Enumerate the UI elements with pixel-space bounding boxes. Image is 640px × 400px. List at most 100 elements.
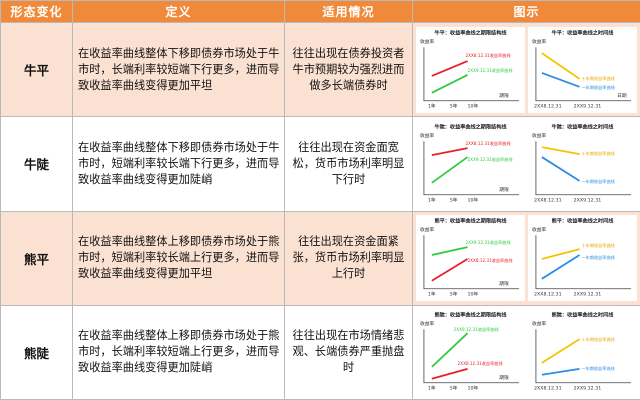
tick-label: 2XX9.12.31 [574,198,602,204]
time-series-chart: 牛平：收益率曲线之时间线 收益率 十年期收益率曲线 一年期收益率曲线 日期 2X… [528,26,637,113]
term-structure-chart: 熊平：收益率曲线之期限结构线 收益率 2XX9.12.31收益率曲线 2XX8.… [416,215,525,302]
one-year-line [541,368,580,377]
green-curve-label: 2XX9.12.31收益率曲线 [468,67,513,73]
tick-label: 2XX9.12.31 [574,386,602,392]
ten-year-line [541,52,581,80]
tick-label: 1年 [428,197,436,204]
tick-label: 5年 [450,385,458,392]
term-structure-chart: 牛平：收益率曲线之期限结构线 收益率 2XX8.12.31收益率曲线 2XX9.… [416,26,525,113]
chart-title: 熊陡：收益率曲线之时间线 [552,311,615,319]
tick-label: 2XX9.12.31 [574,292,602,298]
chart-title: 牛陡：收益率曲线之期限结构线 [435,122,508,130]
red-curve-label: 2XX8.12.31收益率曲线 [466,140,511,146]
x-axis-label: 期限 [499,374,509,381]
y-axis-label: 收益率 [532,132,547,139]
row-definition: 在收益率曲线整体上移即债券市场处于熊市时，长端利率较短端上行更多，进而导致收益率… [72,304,285,400]
tick-label: 2XX8.12.31 [534,103,562,109]
header-situation: 适用情况 [284,0,413,23]
chart-title: 牛陡：收益率曲线之时间线 [552,122,615,130]
y-axis-label: 收益率 [420,132,435,139]
table-row: 牛陡 在收益率曲线整体下移即债券市场处于牛市时，短端利率较长端下行更多，进而导致… [0,116,640,212]
x-axis-label: 期限 [499,186,509,193]
chart-title: 牛平：收益率曲线之时间线 [552,28,615,36]
time-series-chart: 牛陡：收益率曲线之时间线 收益率 十年期收益率曲线 一年期收益率曲线 2XX8.… [528,120,637,207]
tick-label: 1年 [428,102,436,109]
one-year-line [541,254,581,280]
row-situation: 往往出现在资金面紧张，货币市场利率明显上行时 [284,210,413,306]
header-definition: 定义 [72,0,285,23]
row-name: 牛平 [0,21,73,118]
x-axis-label: 日期 [617,92,627,98]
row-illustration: 熊平：收益率曲线之期限结构线 收益率 2XX9.12.31收益率曲线 2XX8.… [412,210,640,306]
table-row: 熊陡 在收益率曲线整体上移即债券市场处于熊市时，长端利率较短端上行更多，进而导致… [0,304,640,400]
one-year-line [541,71,580,88]
red-curve-label: 2XX8.12.31收益率曲线 [468,257,513,263]
tick-label: 10年 [468,385,479,392]
ten-year-label: 十年期收益率曲线 [582,336,615,342]
chart-title: 牛平：收益率曲线之期限结构线 [435,28,508,36]
ten-year-line [541,338,581,365]
ten-year-line [541,146,580,155]
one-year-label: 一年期收益率曲线 [582,254,615,260]
tick-label: 2XX8.12.31 [534,386,562,392]
axis-lines [535,235,632,290]
y-axis-label: 收益率 [420,38,435,45]
y-axis-label: 收益率 [420,321,435,328]
chart-title: 熊平：收益率曲线之期限结构线 [435,216,508,224]
tick-label: 10年 [468,197,479,204]
tick-label: 2XX8.12.31 [534,292,562,298]
term-structure-chart: 熊陡：收益率曲线之期限结构线 收益率 2XX9.12.31收益率曲线 2XX8.… [416,309,525,396]
red-curve-label: 2XX8.12.31收益率曲线 [458,360,503,366]
tick-label: 1年 [428,291,436,298]
tick-label: 1年 [428,385,436,392]
term-structure-chart: 牛陡：收益率曲线之期限结构线 收益率 2XX8.12.31收益率曲线 2XX9.… [416,120,525,207]
one-year-line [541,156,581,182]
header-row: 形态变化 定义 适用情况 图示 [0,0,640,23]
tick-label: 2XX8.12.31 [534,198,562,204]
row-name: 熊平 [0,210,73,306]
ten-year-label: 十年期收益率曲线 [582,242,615,248]
axis-lines [535,46,632,101]
row-situation: 往往出现在市场情绪悲观、长端债券严重抛盘时 [284,304,413,400]
time-series-chart: 熊平：收益率曲线之时间线 收益率 十年期收益率曲线 一年期收益率曲线 2XX8.… [528,215,637,302]
ten-year-label: 十年期收益率曲线 [582,150,615,156]
chart-title: 熊平：收益率曲线之时间线 [552,216,615,224]
row-situation: 往往出现在债券投资者牛市预期较为强烈进而做多长端债券时 [284,21,413,118]
table-row: 熊平 在收益率曲线整体上移即债券市场处于熊市时，短端利率较长端上行更多，进而导致… [0,210,640,306]
red-curve [431,368,468,380]
ten-year-label: 十年期收益率曲线 [582,75,615,81]
green-curve [431,73,468,94]
one-year-label: 一年期收益率曲线 [582,83,615,89]
red-curve [431,59,468,77]
row-situation: 往往出现在资金面宽松，货币市场利率明显下行时 [284,116,413,212]
red-curve [431,147,468,156]
tick-label: 10年 [468,291,479,298]
axis-lines [423,46,520,101]
green-curve-label: 2XX9.12.31收益率曲线 [454,327,499,333]
y-axis-label: 收益率 [532,226,547,233]
header-shape-change: 形态变化 [0,0,73,23]
axis-lines [535,141,632,195]
axis-lines [423,141,520,195]
green-curve [431,332,469,368]
chart-title: 熊陡：收益率曲线之期限结构线 [435,311,508,319]
red-curve [431,258,468,282]
x-axis-label: 期限 [499,280,509,287]
tick-label: 5年 [450,102,458,109]
green-curve [431,156,469,184]
red-curve-label: 2XX8.12.31收益率曲线 [466,52,511,58]
one-year-label: 一年期收益率曲线 [582,365,615,371]
row-illustration: 熊陡：收益率曲线之期限结构线 收益率 2XX9.12.31收益率曲线 2XX8.… [412,304,640,400]
green-curve-label: 2XX9.12.31收益率曲线 [466,239,511,245]
y-axis-label: 收益率 [532,38,547,45]
tick-label: 5年 [450,197,458,204]
tick-label: 10年 [468,102,479,109]
axis-lines [423,329,520,384]
y-axis-label: 收益率 [532,321,547,328]
row-name: 熊陡 [0,304,73,400]
green-curve-label: 2XX9.12.31收益率曲线 [468,156,513,162]
row-definition: 在收益率曲线整体下移即债券市场处于牛市时，长端利率较短端下行更多，进而导致收益率… [72,21,285,118]
axis-lines [423,235,520,290]
x-axis-label: 期限 [499,91,509,98]
